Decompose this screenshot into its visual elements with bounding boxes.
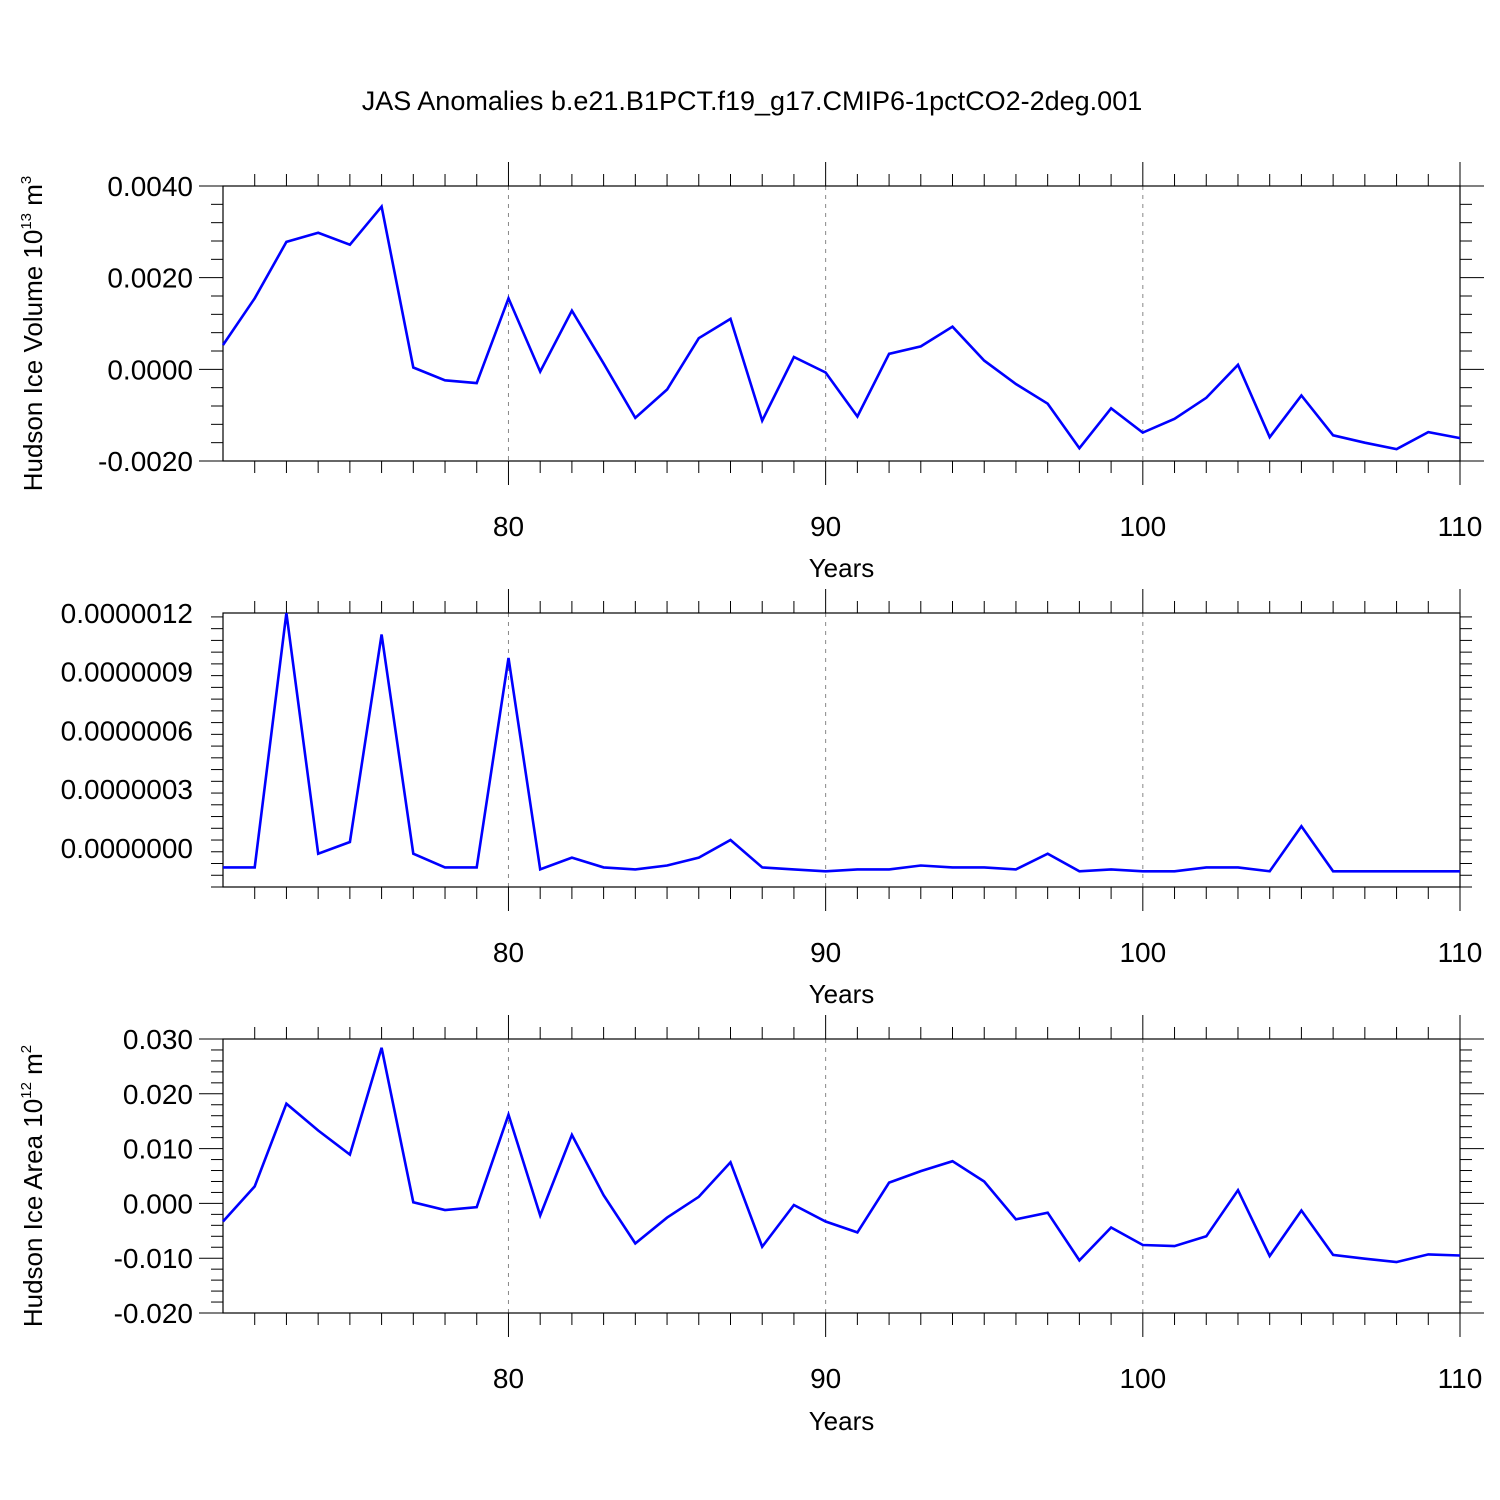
- y-tick-label: -0.0020: [98, 446, 193, 477]
- x-tick-label: 100: [1119, 1363, 1166, 1394]
- page-title: JAS Anomalies b.e21.B1PCT.f19_g17.CMIP6-…: [361, 86, 1143, 116]
- x-tick-label: 80: [493, 511, 524, 542]
- series-line: [221, 203, 1461, 451]
- y-tick-label: 0.020: [123, 1079, 193, 1110]
- panel-2: 0.0000000 0.0000003 0.0000006 0.0000009 0.00…: [61, 589, 1483, 1009]
- y-tick-label: 0.0020: [107, 263, 193, 294]
- x-axis-label: Years: [809, 1406, 875, 1436]
- x-tick-label: 90: [810, 1363, 841, 1394]
- y-tick-label: 0.010: [123, 1134, 193, 1165]
- panel-3: -0.020 -0.010 0.000 0.010 0.020 0.030 80 90 100 1…: [18, 1015, 1484, 1436]
- y-tick-label: 0.0000006: [61, 715, 193, 746]
- y-tick-label: 0.0000: [107, 354, 193, 385]
- y-axis-label: Hudson Ice Volume 1013 m3: [18, 176, 48, 492]
- x-tick-label: 110: [1438, 511, 1483, 542]
- plot-frame: [222, 1038, 1461, 1314]
- y-axis-label: Hudson Ice Area 1012 m2: [18, 1045, 48, 1327]
- series-line: [223, 612, 1460, 873]
- y-tick-label: 0.000: [123, 1188, 193, 1219]
- plot-frame: [222, 185, 1461, 462]
- x-axis-label: Years: [809, 979, 875, 1009]
- panel-1: -0.0020 0.0000 0.0020 0.0040 80 90 100 110 Years…: [18, 162, 1484, 583]
- x-tick-label: 90: [810, 937, 841, 968]
- y-tick-label: 0.030: [123, 1024, 193, 1055]
- series-line: [222, 1047, 1461, 1264]
- x-axis-label: Years: [809, 553, 875, 583]
- x-tick-label: 110: [1438, 937, 1483, 968]
- x-tick-label: 90: [810, 511, 841, 542]
- y-tick-label: 0.0000000: [61, 833, 193, 864]
- x-tick-label: 100: [1119, 937, 1166, 968]
- y-tick-label: 0.0000009: [61, 657, 193, 688]
- y-tick-label: 0.0000003: [61, 774, 193, 805]
- x-tick-label: 100: [1119, 511, 1166, 542]
- x-tick-label: 80: [493, 937, 524, 968]
- y-tick-label: -0.020: [114, 1298, 193, 1329]
- y-tick-label: 0.0000012: [61, 598, 193, 629]
- plot-frame: [222, 612, 1461, 888]
- y-tick-label: 0.0040: [107, 171, 193, 202]
- y-tick-label: -0.010: [114, 1243, 193, 1274]
- x-tick-label: 110: [1438, 1363, 1483, 1394]
- x-tick-label: 80: [493, 1363, 524, 1394]
